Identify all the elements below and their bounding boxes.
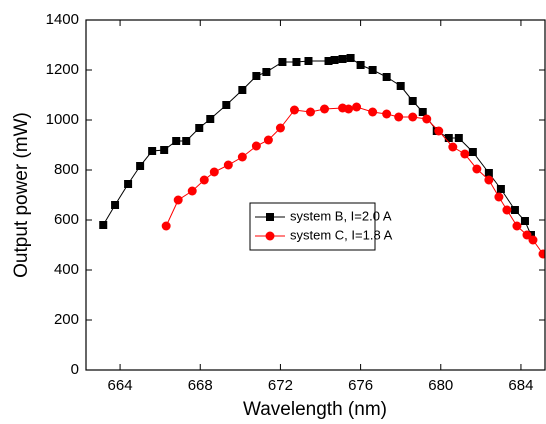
y-tick-label: 200 bbox=[54, 311, 79, 328]
x-tick-label: 668 bbox=[188, 377, 213, 394]
x-tick-label: 676 bbox=[348, 377, 373, 394]
legend-text: system C, I=1.8 A bbox=[290, 227, 393, 242]
x-axis-title: Wavelength (nm) bbox=[243, 399, 387, 420]
marker bbox=[468, 148, 477, 156]
marker bbox=[111, 201, 120, 209]
marker bbox=[263, 135, 273, 145]
marker bbox=[408, 97, 417, 105]
marker bbox=[454, 134, 463, 142]
x-tick-label: 684 bbox=[508, 377, 533, 394]
marker bbox=[346, 54, 355, 62]
x-tick-label: 680 bbox=[428, 377, 453, 394]
marker bbox=[251, 141, 261, 151]
y-tick-label: 1000 bbox=[46, 111, 79, 128]
marker bbox=[338, 55, 347, 63]
marker bbox=[522, 230, 532, 240]
marker bbox=[538, 249, 545, 259]
marker bbox=[352, 102, 362, 112]
marker bbox=[238, 86, 247, 94]
y-tick-label: 800 bbox=[54, 161, 79, 178]
marker bbox=[484, 175, 494, 185]
marker bbox=[262, 68, 271, 76]
marker bbox=[382, 109, 392, 119]
marker bbox=[209, 167, 219, 177]
marker bbox=[292, 58, 301, 66]
marker bbox=[148, 147, 157, 155]
marker bbox=[408, 112, 418, 122]
marker bbox=[472, 164, 482, 174]
marker bbox=[305, 107, 315, 117]
marker bbox=[520, 217, 529, 225]
x-tick-label: 664 bbox=[108, 377, 133, 394]
legend-box bbox=[249, 202, 376, 251]
marker bbox=[187, 186, 197, 196]
y-tick-label: 400 bbox=[54, 261, 79, 278]
legend-marker bbox=[265, 231, 275, 241]
marker bbox=[182, 137, 191, 145]
marker bbox=[99, 221, 108, 229]
x-tick-label: 672 bbox=[268, 377, 293, 394]
marker bbox=[394, 112, 404, 122]
marker bbox=[434, 126, 444, 136]
y-tick-label: 600 bbox=[54, 211, 79, 228]
marker bbox=[278, 58, 287, 66]
marker bbox=[484, 169, 493, 177]
marker bbox=[460, 149, 470, 159]
marker bbox=[136, 162, 145, 170]
marker bbox=[356, 61, 365, 69]
y-tick-label: 1400 bbox=[46, 11, 79, 28]
y-tick-label: 0 bbox=[71, 361, 79, 378]
plot-area bbox=[99, 54, 545, 259]
y-tick-label: 1200 bbox=[46, 61, 79, 78]
marker bbox=[368, 66, 377, 74]
marker bbox=[160, 146, 169, 154]
marker bbox=[320, 104, 330, 114]
marker bbox=[161, 221, 171, 231]
marker bbox=[124, 180, 133, 188]
marker bbox=[444, 134, 453, 142]
marker bbox=[448, 142, 458, 152]
marker bbox=[330, 56, 339, 64]
legend-marker bbox=[266, 213, 274, 221]
marker bbox=[275, 123, 285, 133]
marker bbox=[528, 235, 538, 245]
marker bbox=[252, 72, 261, 80]
marker bbox=[344, 104, 354, 114]
marker bbox=[289, 105, 299, 115]
marker bbox=[223, 160, 233, 170]
marker bbox=[195, 124, 204, 132]
marker bbox=[172, 137, 181, 145]
marker bbox=[199, 175, 209, 185]
marker bbox=[510, 206, 519, 214]
marker bbox=[396, 82, 405, 90]
marker bbox=[502, 205, 512, 215]
marker bbox=[237, 152, 247, 162]
marker bbox=[422, 114, 432, 124]
marker bbox=[496, 185, 505, 193]
marker bbox=[206, 115, 215, 123]
marker bbox=[418, 108, 427, 116]
plot-frame bbox=[85, 19, 546, 371]
marker bbox=[368, 107, 378, 117]
marker bbox=[382, 73, 391, 81]
marker bbox=[222, 101, 231, 109]
marker bbox=[304, 57, 313, 65]
marker bbox=[324, 57, 333, 65]
marker bbox=[494, 192, 504, 202]
marker bbox=[173, 195, 183, 205]
marker bbox=[512, 221, 522, 231]
legend-text: system B, I=2.0 A bbox=[290, 208, 392, 223]
y-axis-title: Output power (mW) bbox=[11, 112, 32, 278]
